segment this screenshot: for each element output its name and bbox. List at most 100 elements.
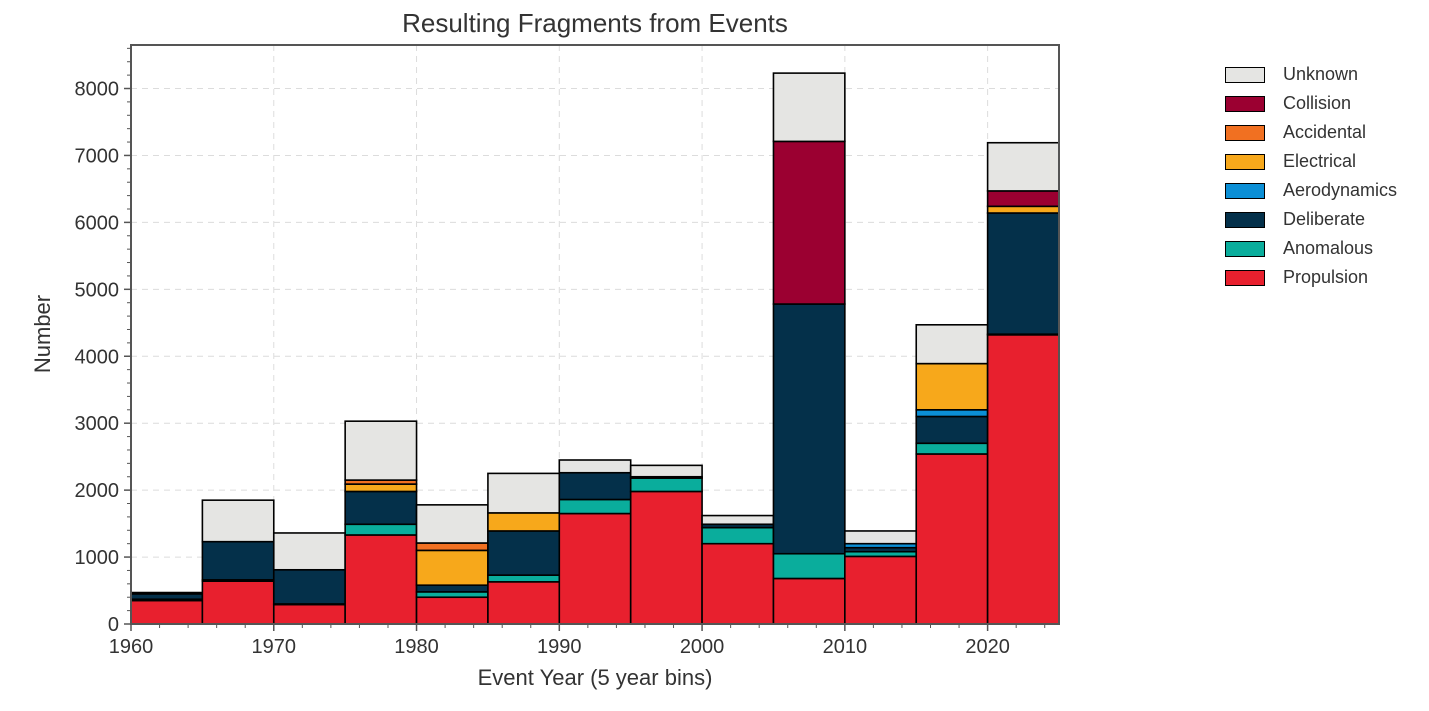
y-tick-label: 8000 bbox=[75, 79, 120, 101]
legend-label: Anomalous bbox=[1283, 238, 1374, 258]
bar-deliberate-2020 bbox=[986, 212, 1060, 335]
bar-unknown-1970 bbox=[272, 532, 346, 571]
bar-deliberate-1970 bbox=[272, 568, 346, 605]
bar-electrical-2015 bbox=[915, 362, 989, 411]
x-axis-label: Event Year (5 year bins) bbox=[478, 665, 713, 690]
bar-electrical-2020 bbox=[986, 205, 1060, 214]
legend-label: Accidental bbox=[1283, 122, 1367, 142]
legend-swatch bbox=[1225, 124, 1265, 141]
x-tick-label: 2010 bbox=[823, 636, 868, 658]
legend-item-unknown: Unknown bbox=[1225, 60, 1397, 89]
bar-propulsion-2000 bbox=[701, 542, 775, 625]
legend-item-deliberate: Deliberate bbox=[1225, 205, 1397, 234]
legend: Unknown Collision Accidental Electrical Aero… bbox=[1225, 60, 1397, 292]
bar-electrical-1975 bbox=[344, 483, 418, 493]
bar-anomalous-2015 bbox=[915, 442, 989, 455]
legend-item-aerodynamics: Aerodynamics bbox=[1225, 176, 1397, 205]
bar-deliberate-1965 bbox=[201, 540, 275, 581]
x-tick-label: 1970 bbox=[252, 636, 297, 658]
legend-label: Deliberate bbox=[1283, 209, 1366, 229]
bar-deliberate-2005 bbox=[772, 303, 846, 555]
y-tick-label: 3000 bbox=[75, 413, 120, 435]
bar-electrical-1980 bbox=[415, 549, 489, 586]
bar-propulsion-1960 bbox=[130, 599, 204, 625]
legend-swatch bbox=[1225, 153, 1265, 170]
bar-unknown-1975 bbox=[344, 420, 418, 481]
y-tick-label: 5000 bbox=[75, 279, 120, 301]
bar-unknown-2010 bbox=[844, 530, 918, 545]
bar-deliberate-1990 bbox=[558, 471, 632, 501]
legend-item-accidental: Accidental bbox=[1225, 118, 1397, 147]
bar-propulsion-1990 bbox=[558, 512, 632, 625]
legend-item-collision: Collision bbox=[1225, 89, 1397, 118]
legend-label: Electrical bbox=[1283, 151, 1357, 171]
bar-unknown-2015 bbox=[915, 323, 989, 365]
bar-aerodynamics-2015 bbox=[915, 409, 989, 418]
legend-label: Aerodynamics bbox=[1283, 180, 1398, 200]
bars bbox=[130, 72, 1060, 625]
bar-anomalous-1980 bbox=[415, 591, 489, 599]
bar-propulsion-2015 bbox=[915, 453, 989, 625]
y-tick-label: 0 bbox=[108, 614, 119, 636]
bar-electrical-1985 bbox=[487, 512, 561, 532]
bar-deliberate-1980 bbox=[415, 584, 489, 593]
bar-accidental-1980 bbox=[415, 542, 489, 552]
bar-unknown-1980 bbox=[415, 504, 489, 544]
y-tick-label: 1000 bbox=[75, 547, 120, 569]
bar-deliberate-1985 bbox=[487, 530, 561, 576]
bar-anomalous-1995 bbox=[629, 477, 703, 493]
bar-propulsion-1985 bbox=[487, 581, 561, 625]
bar-propulsion-1995 bbox=[629, 490, 703, 625]
bar-anomalous-2000 bbox=[701, 526, 775, 545]
y-tick-label: 6000 bbox=[75, 212, 120, 234]
x-tick-label: 2000 bbox=[680, 636, 725, 658]
bar-unknown-1960 bbox=[130, 591, 204, 595]
bar-anomalous-1985 bbox=[487, 574, 561, 583]
legend-swatch bbox=[1225, 269, 1265, 286]
y-axis-label: Number bbox=[30, 295, 55, 373]
x-tick-label: 1980 bbox=[394, 636, 439, 658]
legend-label: Unknown bbox=[1283, 64, 1359, 84]
x-tick-label: 1990 bbox=[537, 636, 582, 658]
bar-deliberate-1975 bbox=[344, 490, 418, 526]
bar-unknown-1985 bbox=[487, 472, 561, 514]
x-tick-label: 1960 bbox=[109, 636, 154, 658]
y-tick-label: 7000 bbox=[75, 145, 120, 167]
bar-anomalous-1975 bbox=[344, 523, 418, 536]
bar-propulsion-2005 bbox=[772, 577, 846, 625]
bar-anomalous-1990 bbox=[558, 498, 632, 515]
bar-unknown-2020 bbox=[986, 141, 1060, 192]
y-tick-label: 2000 bbox=[75, 480, 120, 502]
bar-propulsion-1970 bbox=[272, 603, 346, 625]
bar-propulsion-1980 bbox=[415, 596, 489, 625]
legend-label: Collision bbox=[1283, 93, 1352, 113]
bar-collision-2005 bbox=[772, 140, 846, 305]
legend-item-anomalous: Anomalous bbox=[1225, 234, 1397, 263]
x-tick-label: 2020 bbox=[965, 636, 1010, 658]
chart-title: Resulting Fragments from Events bbox=[402, 8, 788, 38]
legend-swatch bbox=[1225, 211, 1265, 228]
legend-swatch bbox=[1225, 240, 1265, 257]
bar-unknown-2000 bbox=[701, 514, 775, 526]
legend-swatch bbox=[1225, 95, 1265, 112]
plot-frame bbox=[130, 44, 1060, 625]
bar-deliberate-2015 bbox=[915, 415, 989, 445]
bar-unknown-1965 bbox=[201, 499, 275, 543]
bar-collision-2020 bbox=[986, 190, 1060, 208]
legend-item-propulsion: Propulsion bbox=[1225, 263, 1397, 292]
bar-unknown-2005 bbox=[772, 72, 846, 143]
bar-propulsion-1965 bbox=[201, 580, 275, 625]
bar-anomalous-2005 bbox=[772, 552, 846, 580]
legend-item-electrical: Electrical bbox=[1225, 147, 1397, 176]
axis-ticks: 0 1000 2000 3000 4000 5000 6000 7000 8000 1960 197… bbox=[75, 47, 1046, 658]
legend-swatch bbox=[1225, 66, 1265, 83]
bar-unknown-1990 bbox=[558, 459, 632, 474]
bar-propulsion-2020 bbox=[986, 334, 1060, 625]
bar-unknown-1995 bbox=[629, 464, 703, 478]
bar-propulsion-2010 bbox=[844, 555, 918, 625]
bar-propulsion-1975 bbox=[344, 534, 418, 625]
bar-deliberate-1960 bbox=[130, 593, 204, 601]
y-tick-label: 4000 bbox=[75, 346, 120, 368]
legend-label: Propulsion bbox=[1283, 267, 1369, 287]
